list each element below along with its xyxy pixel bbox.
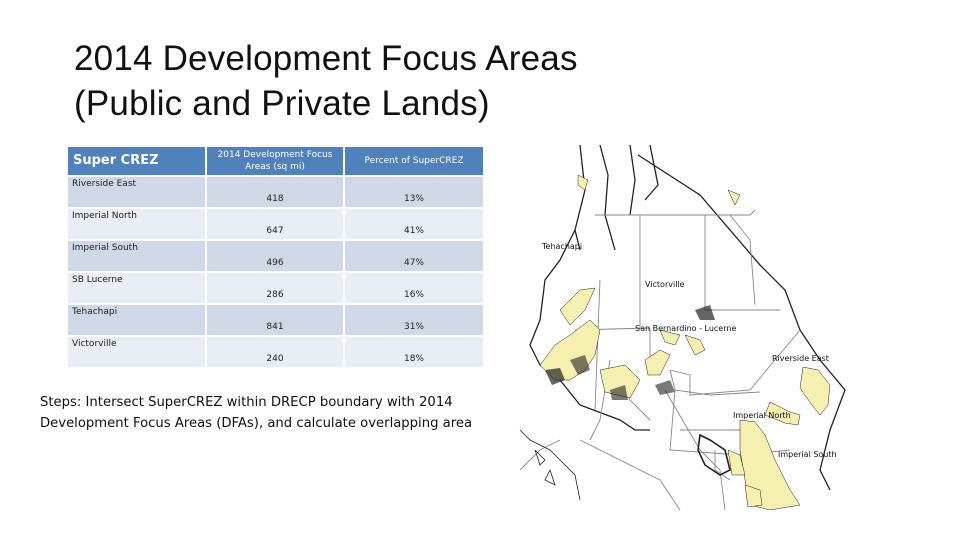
row-percent: 47% xyxy=(345,241,483,271)
row-percent: 18% xyxy=(345,337,483,367)
map-label-imperial-south: Imperial South xyxy=(778,450,837,459)
row-name: Imperial North xyxy=(68,209,205,239)
table-row: Imperial North 647 41% xyxy=(68,209,483,239)
header-dfa-area: 2014 Development Focus Areas (sq mi) xyxy=(207,147,343,175)
table-header-row: Super CREZ 2014 Development Focus Areas … xyxy=(68,147,483,175)
row-percent: 13% xyxy=(345,177,483,207)
table-row: Tehachapi 841 31% xyxy=(68,305,483,335)
table-row: Riverside East 418 13% xyxy=(68,177,483,207)
map-graphic xyxy=(519,144,846,510)
row-area: 841 xyxy=(207,305,343,335)
salton-sea xyxy=(697,433,731,476)
slide-title-line1: 2014 Development Focus Areas xyxy=(74,39,578,78)
super-crez-table: Super CREZ 2014 Development Focus Areas … xyxy=(66,145,485,369)
table-row: Imperial South 496 47% xyxy=(68,241,483,271)
row-name: Imperial South xyxy=(68,241,205,271)
slide-title: 2014 Development Focus Areas (Public and… xyxy=(74,36,578,126)
map-label-sb-lucerne: San Bernardino - Lucerne xyxy=(635,324,737,333)
map-label-imperial-north: Imperial North xyxy=(733,411,791,420)
slide-title-line2: (Public and Private Lands) xyxy=(74,84,490,123)
header-super-crez: Super CREZ xyxy=(68,147,205,175)
map-label-victorville: Victorville xyxy=(645,280,685,289)
row-area: 240 xyxy=(207,337,343,367)
row-name: Tehachapi xyxy=(68,305,205,335)
row-area: 418 xyxy=(207,177,343,207)
row-area: 286 xyxy=(207,273,343,303)
map-label-tehachapi: Tehachapi xyxy=(542,242,583,251)
coastline xyxy=(519,429,581,501)
row-area: 496 xyxy=(207,241,343,271)
dfa-map: Tehachapi Victorville San Bernardino - L… xyxy=(500,130,870,510)
table-row: Victorville 240 18% xyxy=(68,337,483,367)
steps-description: Steps: Intersect SuperCREZ within DRECP … xyxy=(40,395,473,431)
dfa-dense-areas xyxy=(545,305,715,400)
row-name: Riverside East xyxy=(68,177,205,207)
header-percent: Percent of SuperCREZ xyxy=(345,147,483,175)
row-percent: 41% xyxy=(345,209,483,239)
row-name: SB Lucerne xyxy=(68,273,205,303)
row-percent: 16% xyxy=(345,273,483,303)
dfa-areas xyxy=(539,174,831,510)
table-row: SB Lucerne 286 16% xyxy=(68,273,483,303)
row-percent: 31% xyxy=(345,305,483,335)
map-label-riverside-east: Riverside East xyxy=(772,354,829,363)
row-name: Victorville xyxy=(68,337,205,367)
row-area: 647 xyxy=(207,209,343,239)
